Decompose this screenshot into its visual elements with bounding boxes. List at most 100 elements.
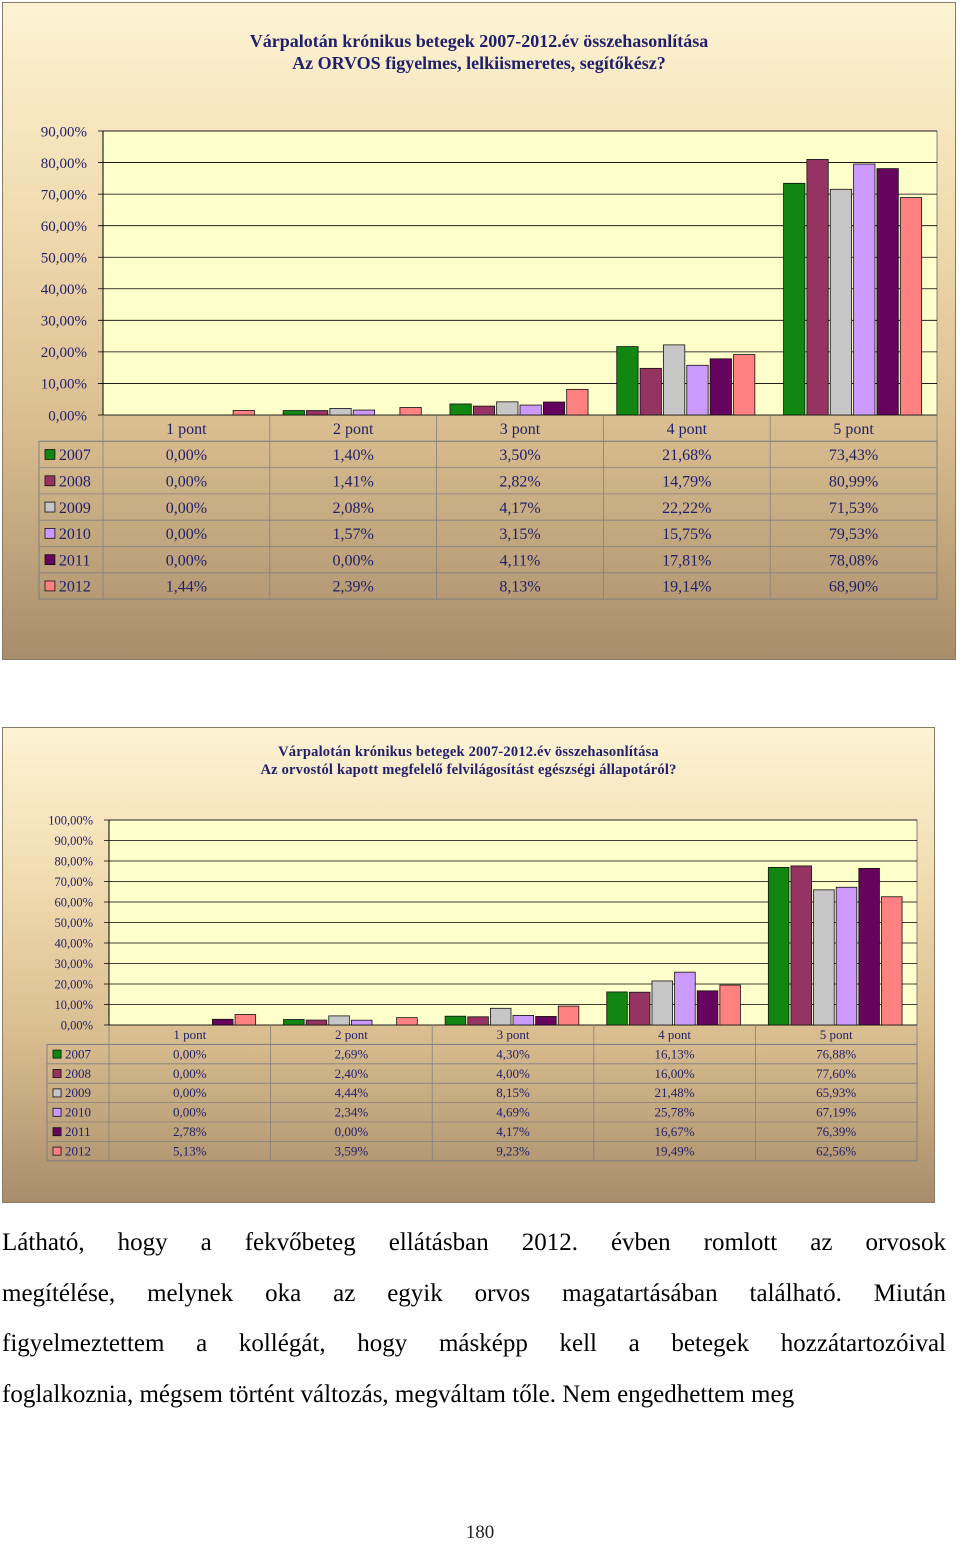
chart-2-legend-key-2012	[52, 1146, 62, 1156]
chart-2-y-tick-label: 0,00%	[61, 1018, 93, 1032]
chart-2-legend-label: 2008	[65, 1066, 91, 1081]
chart-2-bar-2009	[328, 1015, 350, 1026]
chart-1-data-label: 22,22%	[662, 500, 711, 517]
chart-2-data-label: 19,49%	[655, 1143, 695, 1158]
chart-2-y-tick-label: 20,00%	[54, 977, 93, 991]
chart-1-y-tick-label: 20,00%	[41, 345, 87, 361]
chart-1-data-label: 2,08%	[333, 500, 374, 517]
chart-2-legend-key-2009	[52, 1088, 62, 1098]
chart-1-bar-2012	[899, 197, 923, 416]
chart-2-y-tick-label: 10,00%	[54, 998, 93, 1012]
chart-2-title: Várpalotán krónikus betegek 2007-2012.év…	[278, 744, 659, 760]
chart-1-data-label: 0,00%	[166, 447, 207, 464]
chart-1-y-tick-label: 0,00%	[48, 408, 87, 424]
chart-2-legend-label: 2012	[65, 1143, 91, 1158]
chart-2-data-label: 21,48%	[655, 1085, 695, 1100]
chart-1-data-label: 80,99%	[829, 474, 878, 491]
chart-2-category-label: 2 pont	[335, 1027, 368, 1042]
chart-1-data-label: 3,50%	[499, 447, 540, 464]
chart-2-data-label: 76,39%	[816, 1124, 856, 1139]
chart-1-bar-2012	[399, 407, 422, 416]
chart-2-y-tick-label: 60,00%	[54, 895, 93, 909]
chart-2-bar-2009	[813, 889, 835, 1026]
chart-2-bar-2007	[444, 1015, 467, 1026]
chart-1-data-label: 0,00%	[166, 500, 207, 517]
body-paragraph: Látható, hogy a fekvőbeteg ellátásban 20…	[2, 1218, 946, 1420]
chart-1-bar-2011	[709, 358, 732, 416]
chart-1-y-tick-label: 50,00%	[41, 250, 87, 266]
chart-1-y-tick-label: 10,00%	[41, 377, 87, 393]
chart-1-bar-2009	[329, 408, 352, 416]
chart-1-legend-key-2009	[44, 501, 56, 513]
chart-2-data-label: 62,56%	[816, 1143, 856, 1158]
chart-1-category-label: 4 pont	[667, 421, 708, 438]
chart-2-data-label: 3,59%	[335, 1143, 369, 1158]
chart-1-data-label: 0,00%	[166, 552, 207, 569]
chart-2-y-tick-label: 70,00%	[54, 875, 93, 889]
chart-2-y-tick-label: 40,00%	[54, 936, 93, 950]
chart-1-bar-2010	[686, 364, 709, 416]
chart-1-legend-label: 2009	[59, 500, 91, 517]
chart-1-data-label: 0,00%	[166, 474, 207, 491]
chart-1-bar-2011	[542, 401, 566, 416]
chart-2-bar-2008	[628, 991, 651, 1026]
chart-2-data-label: 16,00%	[655, 1066, 695, 1081]
chart-2-title-block: Várpalotán krónikus betegek 2007-2012.év…	[3, 744, 934, 779]
chart-2-data-label: 16,13%	[655, 1046, 695, 1061]
chart-2-bar-2007	[767, 866, 790, 1026]
chart-1-bar-2008	[806, 159, 829, 416]
paragraph-line: foglalkoznia, mégsem történt változás, m…	[2, 1380, 795, 1408]
chart-1-y-tick-label: 80,00%	[41, 156, 87, 172]
chart-2-data-label: 2,40%	[335, 1066, 369, 1081]
chart-1-bar-2007	[616, 346, 639, 416]
chart-2-data-label: 0,00%	[173, 1085, 207, 1100]
chart-2-legend-label: 2011	[65, 1124, 91, 1139]
chart-2-bar-2007	[606, 991, 628, 1026]
chart-2-data-label: 4,44%	[335, 1085, 369, 1100]
chart-1-bar-2008	[639, 367, 662, 416]
chart-1-legend-key-2007	[44, 449, 56, 460]
chart-2-plot: 0,00% 10,00% 20,00% 30,00% 40,00% 50,00% 60,00…	[46, 813, 918, 1162]
chart-2-data-label: 2,34%	[335, 1105, 369, 1120]
chart-2-bar-2009	[651, 980, 674, 1026]
chart-2-bar-2011	[535, 1016, 557, 1026]
chart-2-data-label: 0,00%	[173, 1066, 207, 1081]
chart-1-bar-2011	[876, 168, 899, 416]
chart-2-legend-label: 2009	[65, 1085, 91, 1100]
chart-1-bar-2009	[663, 344, 686, 416]
chart-1-y-tick-label: 60,00%	[41, 219, 87, 235]
chart-1-legend-label: 2007	[59, 447, 91, 464]
chart-2-bar-2008	[467, 1016, 489, 1026]
chart-2-data-label: 4,30%	[496, 1046, 530, 1061]
chart-1-y-tick-label: 30,00%	[41, 314, 87, 330]
chart-2-bar-2012	[719, 984, 741, 1026]
chart-2-data-label: 4,17%	[496, 1124, 530, 1139]
chart-2-y-tick-label: 80,00%	[54, 854, 93, 868]
chart-1-title: Várpalotán krónikus betegek 2007-2012.év…	[249, 31, 709, 51]
chart-2-category-label: 4 pont	[658, 1027, 691, 1042]
chart-1-bar-2012	[733, 354, 756, 416]
chart-1-data-label: 68,90%	[829, 579, 878, 596]
chart-1-category-label: 2 pont	[333, 421, 374, 438]
chart-1-data-label: 8,13%	[499, 579, 540, 596]
chart-2-data-label: 16,67%	[655, 1124, 695, 1139]
chart-2-legend-key-2011	[52, 1127, 62, 1137]
chart-2-data-label: 0,00%	[173, 1105, 207, 1120]
chart-1-y-tick-label: 70,00%	[41, 187, 87, 203]
chart-1-data-label: 19,14%	[662, 579, 711, 596]
chart-2-bar-2012	[396, 1017, 418, 1026]
chart-1-legend-label: 2011	[59, 552, 90, 569]
chart-2-data-label: 76,88%	[816, 1046, 856, 1061]
chart-2-data-label: 0,00%	[335, 1124, 369, 1139]
chart-2-bar-2010	[674, 971, 696, 1026]
chart-1: Várpalotán krónikus betegek 2007-2012.év…	[2, 2, 956, 660]
chart-2-data-label: 5,13%	[173, 1143, 207, 1158]
chart-2-legend-label: 2010	[65, 1105, 91, 1120]
chart-2-bar-2011	[696, 990, 719, 1026]
paragraph-line: megítélése, melynek oka az egyik orvos m…	[2, 1279, 946, 1307]
chart-1-data-label: 21,68%	[662, 447, 711, 464]
chart-1-data-label: 78,08%	[829, 552, 878, 569]
chart-1-bar-2009	[829, 188, 852, 416]
chart-1-plot: 0,00% 10,00% 20,00% 30,00% 40,00% 50,00% 60,00…	[38, 124, 938, 600]
chart-1-data-label: 1,41%	[333, 474, 374, 491]
